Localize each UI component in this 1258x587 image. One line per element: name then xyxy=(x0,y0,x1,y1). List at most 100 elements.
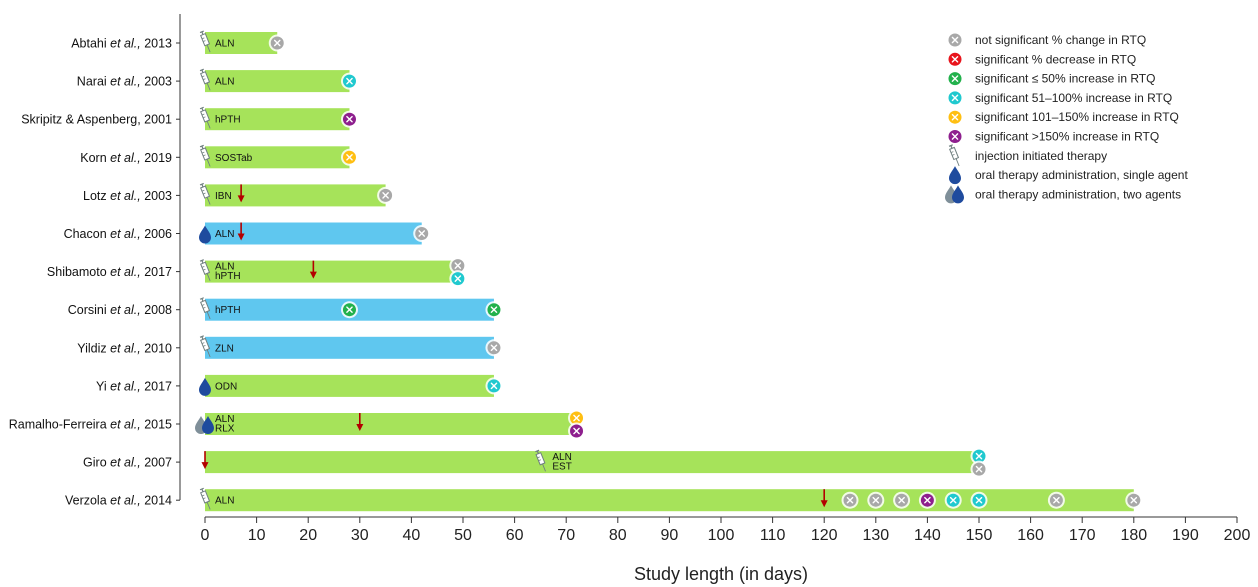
x-tick-label: 190 xyxy=(1172,527,1199,544)
drug-label: ODN xyxy=(215,381,237,392)
legend-marker xyxy=(946,108,964,126)
x-tick-label: 0 xyxy=(201,527,210,544)
legend-item: significant >150% increase in RTQ xyxy=(946,128,1159,145)
outcome-marker xyxy=(485,377,503,395)
x-tick-label: 170 xyxy=(1069,527,1096,544)
legend-item: significant 101–150% increase in RTQ xyxy=(946,108,1179,126)
legend-item: oral therapy administration, two agents xyxy=(945,185,1181,204)
study-bar xyxy=(205,336,494,359)
outcome-marker xyxy=(568,422,586,440)
drug-label: hPTH xyxy=(215,271,241,282)
legend-item: significant ≤ 50% increase in RTQ xyxy=(946,70,1155,88)
arrow-down-icon xyxy=(237,184,245,203)
syringe-icon xyxy=(947,144,963,168)
study-label: Yi et al., 2017 xyxy=(96,379,172,393)
legend-marker xyxy=(946,70,964,88)
x-tick-label: 20 xyxy=(299,527,317,544)
drug-label: IBN xyxy=(215,191,232,202)
study-label: Abtahi et al., 2013 xyxy=(71,37,172,51)
arrow-down-icon xyxy=(237,222,245,241)
x-tick-label: 90 xyxy=(661,527,679,544)
study-label: Lotz et al., 2003 xyxy=(83,189,172,203)
x-tick-label: 100 xyxy=(708,527,735,544)
study-label: Chacon et al., 2006 xyxy=(64,227,172,241)
outcome-marker xyxy=(1125,491,1143,509)
study-bar xyxy=(205,70,350,93)
study-row: Narai et al., 2003 ALN xyxy=(77,68,358,93)
study-label: Giro et al., 2007 xyxy=(83,456,172,470)
outcome-marker xyxy=(485,301,503,319)
arrow-down-icon xyxy=(356,413,364,431)
x-axis-title: Study length (in days) xyxy=(634,564,808,584)
study-row: Korn et al., 2019 SOSTab xyxy=(80,144,358,169)
study-row: Verzola et al., 2014 ALN xyxy=(65,487,1143,512)
outcome-marker xyxy=(340,148,358,166)
legend-item: significant 51–100% increase in RTQ xyxy=(946,89,1172,107)
study-bar xyxy=(205,489,1134,512)
study-bar xyxy=(205,108,350,131)
x-tick-label: 50 xyxy=(454,527,472,544)
study-row: Chacon et al., 2006 ALN xyxy=(64,222,431,245)
drug-label: RLX xyxy=(215,424,235,435)
legend-marker xyxy=(946,31,964,49)
study-row: Yi et al., 2017 ODN xyxy=(96,374,503,397)
study-row: Skripitz & Aspenberg, 2001 hPTH xyxy=(21,106,358,131)
drug-label: ZLN xyxy=(215,343,234,354)
outcome-marker xyxy=(944,491,962,509)
legend-label: significant 51–100% increase in RTQ xyxy=(975,91,1172,105)
outcome-marker xyxy=(268,34,286,52)
drug-label: SOSTab xyxy=(215,153,253,164)
x-tick-label: 60 xyxy=(506,527,524,544)
outcome-marker xyxy=(413,225,431,242)
legend-marker xyxy=(946,89,964,107)
drug-label: ALN xyxy=(215,229,234,240)
arrow-down-icon xyxy=(309,260,317,279)
study-row: Abtahi et al., 2013 ALN xyxy=(71,30,286,54)
drug-label: ALN xyxy=(552,452,571,463)
study-label: Verzola et al., 2014 xyxy=(65,494,172,508)
arrow-down-icon xyxy=(201,451,209,470)
study-label: Corsini et al., 2008 xyxy=(68,303,172,317)
study-label: Ramalho-Ferreira et al., 2015 xyxy=(9,418,172,432)
outcome-marker xyxy=(340,301,358,319)
outcome-marker xyxy=(377,186,395,204)
x-tick-label: 10 xyxy=(248,527,266,544)
outcome-marker xyxy=(449,270,467,288)
study-bar xyxy=(205,184,386,207)
arrow-down-icon xyxy=(820,489,828,508)
x-tick-label: 200 xyxy=(1224,527,1251,544)
legend-label: significant % decrease in RTQ xyxy=(975,52,1136,66)
study-label: Korn et al., 2019 xyxy=(80,151,172,165)
legend-item: not significant % change in RTQ xyxy=(946,31,1146,49)
legend-label: oral therapy administration, single agen… xyxy=(975,168,1188,182)
x-tick-label: 160 xyxy=(1017,527,1044,544)
outcome-marker xyxy=(340,110,358,128)
x-tick-label: 130 xyxy=(862,527,889,544)
drug-label: ALN xyxy=(215,414,234,425)
outcome-marker xyxy=(970,491,988,509)
x-tick-label: 180 xyxy=(1120,527,1147,544)
study-bar xyxy=(205,413,577,435)
legend-marker xyxy=(946,50,964,68)
study-bar xyxy=(205,146,350,169)
outcome-marker xyxy=(918,491,936,509)
drug-label: ALN xyxy=(215,262,234,273)
study-bar xyxy=(205,374,494,397)
x-tick-label: 140 xyxy=(914,527,941,544)
drug-label: ALN xyxy=(215,77,234,88)
study-bar xyxy=(205,260,458,283)
study-bar xyxy=(205,32,278,54)
drug-label: ALN xyxy=(215,496,234,507)
study-bar xyxy=(205,451,979,474)
study-row: Lotz et al., 2003 IBN xyxy=(83,182,395,207)
study-row: Corsini et al., 2008 hPTH xyxy=(68,296,503,321)
outcome-marker xyxy=(970,460,988,478)
legend-label: significant 101–150% increase in RTQ xyxy=(975,110,1179,124)
drop-icon xyxy=(949,166,961,185)
drug-label: hPTH xyxy=(215,305,241,316)
study-label: Yildiz et al., 2010 xyxy=(77,341,172,355)
x-tick-label: 70 xyxy=(557,527,575,544)
